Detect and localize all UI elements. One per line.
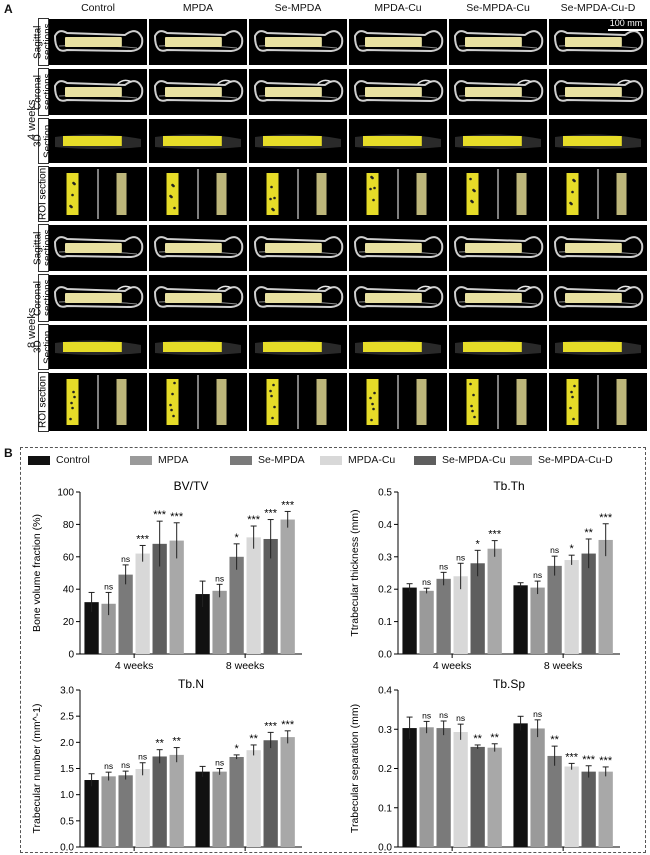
micro-ct-image	[349, 69, 447, 115]
row-label: ROI section	[38, 372, 49, 432]
legend-item: Se-MPDA-Cu	[414, 452, 506, 468]
micro-ct-image	[549, 119, 647, 163]
group-header: Se-MPDA-Cu-D	[560, 2, 636, 14]
group-header: Se-MPDA-Cu	[466, 2, 530, 14]
micro-ct-image	[449, 325, 547, 369]
micro-ct-image	[549, 325, 647, 369]
micro-ct-image	[249, 225, 347, 271]
row-label: Coronal sections	[33, 68, 54, 116]
micro-ct-image	[249, 119, 347, 163]
legend: Control MPDA Se-MPDA MPDA-Cu Se-MPDA-Cu Se-MP…	[28, 452, 648, 470]
legend-item: MPDA-Cu	[320, 452, 395, 468]
scale-bar-line	[608, 29, 644, 31]
micro-ct-image	[49, 275, 147, 321]
micro-ct-image	[549, 19, 647, 65]
legend-swatch	[130, 455, 152, 465]
micro-ct-image	[449, 275, 547, 321]
micro-ct-image	[249, 275, 347, 321]
micro-ct-image	[49, 119, 147, 163]
micro-ct-image	[349, 275, 447, 321]
micro-ct-image	[349, 325, 447, 369]
micro-ct-image-grid: Control MPDA Se-MPDA MPDA-Cu Se-MPDA-Cu Se-MP…	[26, 0, 650, 440]
micro-ct-image	[149, 325, 247, 369]
legend-label: Se-MPDA-Cu	[442, 454, 506, 466]
scale-bar-label: 100 mm	[609, 18, 643, 28]
panel-b-frame	[20, 447, 646, 853]
legend-swatch	[510, 455, 532, 465]
micro-ct-image	[149, 19, 247, 65]
legend-item: Control	[28, 452, 90, 468]
micro-ct-image	[49, 167, 147, 221]
micro-ct-image	[349, 167, 447, 221]
micro-ct-image	[249, 19, 347, 65]
row-label: 3D Section	[33, 324, 54, 370]
micro-ct-image	[349, 373, 447, 431]
group-header: Se-MPDA	[274, 2, 322, 14]
legend-swatch	[28, 455, 50, 465]
group-header: MPDA	[182, 2, 214, 14]
legend-item: Se-MPDA	[230, 452, 305, 468]
micro-ct-image	[349, 225, 447, 271]
panel-a-label: A	[4, 2, 13, 16]
micro-ct-image	[149, 69, 247, 115]
micro-ct-image	[449, 119, 547, 163]
micro-ct-image	[449, 69, 547, 115]
micro-ct-image	[349, 19, 447, 65]
group-header: Control	[81, 2, 115, 14]
legend-label: MPDA-Cu	[348, 454, 396, 466]
micro-ct-image	[149, 373, 247, 431]
legend-label: Se-MPDA-Cu-D	[538, 454, 613, 466]
legend-label: Se-MPDA	[258, 454, 305, 466]
micro-ct-image	[49, 325, 147, 369]
micro-ct-image	[49, 373, 147, 431]
row-label: Sagittal sections	[33, 224, 54, 272]
legend-swatch	[230, 455, 252, 465]
legend-item: Se-MPDA-Cu-D	[510, 452, 613, 468]
micro-ct-image	[349, 119, 447, 163]
micro-ct-image	[49, 19, 147, 65]
micro-ct-image	[549, 275, 647, 321]
micro-ct-image	[249, 325, 347, 369]
micro-ct-image	[49, 69, 147, 115]
scale-bar: 100 mm	[608, 18, 644, 31]
micro-ct-image	[149, 167, 247, 221]
micro-ct-image	[149, 275, 247, 321]
micro-ct-image	[549, 225, 647, 271]
legend-item: MPDA	[130, 452, 188, 468]
row-label: Sagittal sections	[33, 18, 54, 66]
micro-ct-image	[249, 69, 347, 115]
micro-ct-image	[149, 225, 247, 271]
micro-ct-image	[49, 225, 147, 271]
micro-ct-image	[449, 167, 547, 221]
legend-swatch	[414, 455, 436, 465]
group-header: MPDA-Cu	[374, 2, 422, 14]
panel-b-label: B	[4, 446, 13, 460]
micro-ct-image	[449, 225, 547, 271]
micro-ct-image	[549, 69, 647, 115]
micro-ct-image	[249, 167, 347, 221]
micro-ct-image	[249, 373, 347, 431]
legend-swatch	[320, 455, 342, 465]
row-label: ROI section	[37, 166, 49, 222]
micro-ct-image	[549, 373, 647, 431]
row-label: Coronal sections	[33, 274, 54, 322]
micro-ct-image	[149, 119, 247, 163]
row-label: 3D Section	[33, 118, 54, 164]
micro-ct-image	[549, 167, 647, 221]
micro-ct-image	[449, 373, 547, 431]
micro-ct-image	[449, 19, 547, 65]
legend-label: Control	[56, 454, 90, 466]
legend-label: MPDA	[158, 454, 189, 466]
